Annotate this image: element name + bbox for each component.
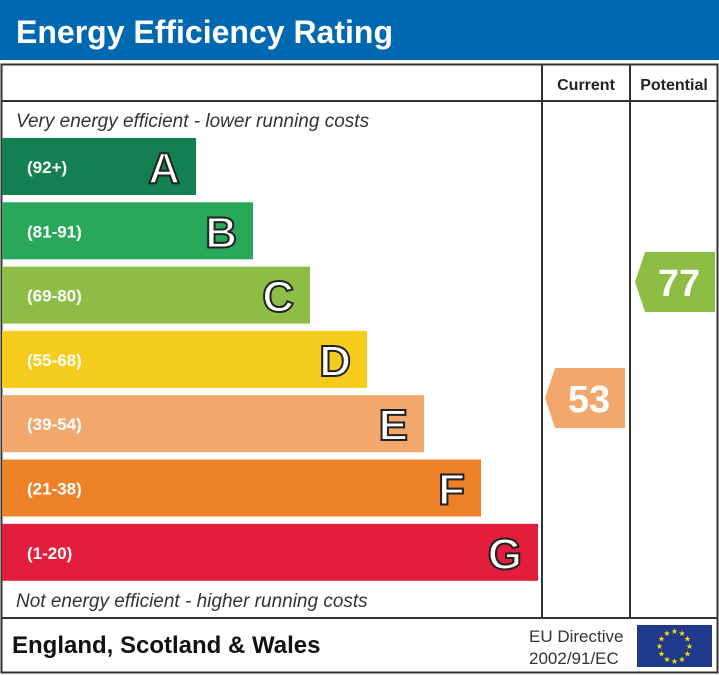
potential-header: Potential (640, 77, 708, 94)
current-rating: 53 (545, 368, 625, 428)
flag-star: ★ (678, 655, 685, 664)
potential-rating-value: 77 (658, 263, 700, 305)
flag-star: ★ (658, 635, 665, 644)
band-f: (21-38) F (2, 459, 481, 517)
flag-star: ★ (663, 629, 670, 638)
band-bar (2, 138, 196, 195)
band-bar (2, 330, 367, 388)
flag-star: ★ (671, 627, 678, 636)
band-letter: C (262, 273, 294, 322)
band-e: (39-54) E (2, 395, 424, 453)
current-rating-value: 53 (568, 379, 610, 421)
band-c: (69-80) C (2, 266, 310, 324)
potential-rating: 77 (635, 252, 715, 312)
band-letter: D (319, 337, 351, 386)
band-bar (2, 523, 538, 581)
bottom-note: Not energy efficient - higher running co… (16, 591, 368, 612)
directive-line1: EU Directive (529, 627, 623, 646)
band-g: (1-20) G (2, 523, 538, 581)
flag-star: ★ (686, 642, 693, 651)
band-a: (92+) A (2, 138, 196, 195)
band-range: (55-68) (27, 351, 82, 370)
directive-line2: 2002/91/EC (529, 649, 619, 668)
band-bar (2, 459, 481, 517)
flag-star: ★ (656, 642, 663, 651)
flag-star: ★ (671, 657, 678, 666)
chart-title: Energy Efficiency Rating (16, 14, 393, 50)
band-letter: B (205, 208, 237, 257)
band-range: (1-20) (27, 544, 72, 563)
flag-background (637, 625, 712, 667)
band-bar (2, 395, 424, 453)
flag-star: ★ (684, 635, 691, 644)
band-letter: A (148, 144, 180, 193)
band-bar (2, 266, 310, 324)
title-bar (0, 0, 719, 60)
current-rating-shape (545, 368, 625, 428)
flag-star: ★ (658, 650, 665, 659)
band-letter: G (488, 530, 522, 579)
band-range: (69-80) (27, 287, 82, 306)
band-letter: E (379, 401, 408, 450)
band-letter: F (438, 466, 465, 515)
band-range: (81-91) (27, 222, 82, 241)
current-header: Current (557, 77, 615, 94)
band-range: (21-38) (27, 480, 82, 499)
band-range: (92+) (27, 158, 67, 177)
top-note: Very energy efficient - lower running co… (16, 111, 370, 132)
band-range: (39-54) (27, 415, 82, 434)
flag-star: ★ (663, 655, 670, 664)
table-frame (0, 63, 719, 674)
footer-region: England, Scotland & Wales (12, 632, 320, 659)
band-d: (55-68) D (2, 330, 367, 388)
band-bar (2, 202, 253, 260)
eu-flag-icon: ★ ★★★★★★★★★★★ (637, 625, 712, 667)
flag-star: ★ (684, 650, 691, 659)
flag-star: ★ (678, 629, 685, 638)
potential-rating-shape (635, 252, 715, 312)
band-b: (81-91) B (2, 202, 253, 260)
